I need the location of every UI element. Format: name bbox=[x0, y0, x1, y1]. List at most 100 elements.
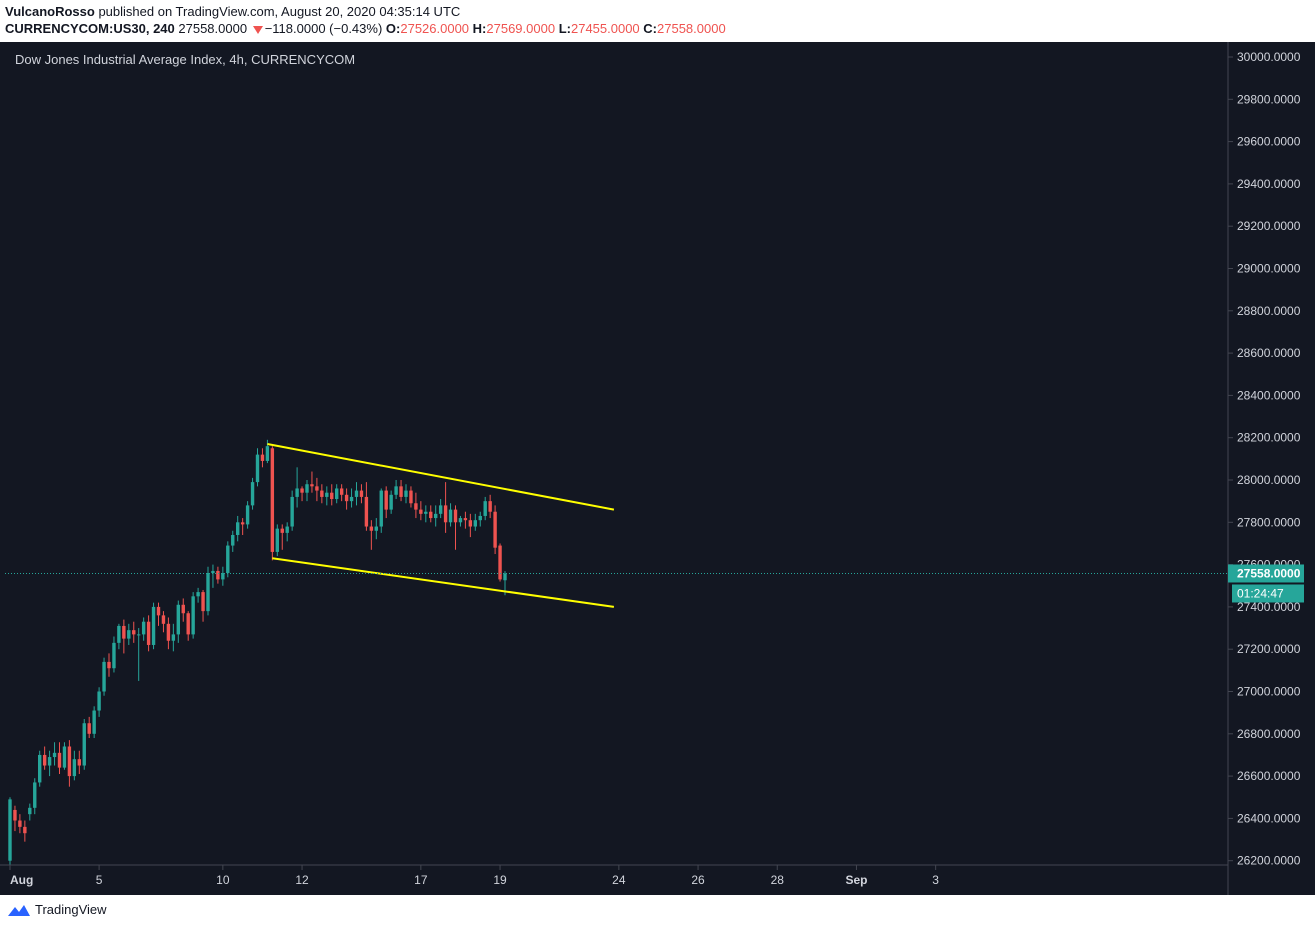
candle bbox=[443, 482, 448, 533]
candle bbox=[359, 484, 364, 504]
candle bbox=[206, 566, 210, 616]
candle bbox=[161, 611, 166, 633]
y-tick-label: 27800.0000 bbox=[1237, 515, 1301, 529]
x-tick-label: 28 bbox=[771, 873, 785, 887]
candle bbox=[186, 611, 190, 641]
open-value: 27526.0000 bbox=[400, 21, 470, 36]
y-tick-label: 29200.0000 bbox=[1237, 219, 1301, 233]
candle bbox=[137, 628, 141, 681]
candle bbox=[156, 602, 161, 626]
candle bbox=[493, 505, 497, 555]
candle bbox=[236, 515, 240, 542]
channel-layer bbox=[267, 443, 615, 608]
y-tick-label: 29600.0000 bbox=[1237, 135, 1301, 149]
candle bbox=[424, 505, 428, 523]
candle bbox=[399, 480, 403, 502]
candle bbox=[181, 598, 185, 622]
candle bbox=[483, 496, 487, 521]
candle bbox=[335, 484, 339, 504]
candle bbox=[67, 740, 72, 787]
channel-line[interactable] bbox=[272, 557, 615, 608]
candle bbox=[176, 600, 180, 643]
candle bbox=[260, 448, 265, 468]
candle bbox=[310, 471, 314, 493]
candle bbox=[448, 503, 453, 527]
candle bbox=[305, 480, 309, 502]
x-tick-label: Aug bbox=[10, 873, 33, 887]
candle bbox=[146, 615, 151, 652]
publish-text: published on TradingView.com, August 20,… bbox=[94, 4, 461, 19]
symbol-label: CURRENCYCOM:US30, 240 bbox=[5, 21, 175, 36]
x-tick-label: 24 bbox=[612, 873, 626, 887]
candle bbox=[468, 513, 473, 538]
x-tick-label: Sep bbox=[845, 873, 867, 887]
last-price-badge: 27558.0000 bbox=[1228, 564, 1304, 583]
candle bbox=[57, 742, 62, 774]
candle bbox=[419, 501, 423, 521]
footer-brand-label: TradingView bbox=[35, 902, 107, 917]
price-chart[interactable]: 30000.0000 29800.0000 29600.0000 29400.0000… bbox=[0, 42, 1315, 895]
candle bbox=[270, 446, 275, 561]
candle bbox=[38, 750, 42, 787]
candle bbox=[330, 484, 334, 506]
candle bbox=[72, 750, 77, 781]
y-tick-label: 27000.0000 bbox=[1237, 685, 1301, 699]
candle bbox=[414, 492, 418, 519]
candle bbox=[379, 488, 383, 533]
low-label: L: bbox=[558, 21, 571, 36]
candle bbox=[434, 505, 438, 527]
candle bbox=[226, 541, 230, 578]
candle bbox=[47, 750, 52, 777]
y-tick-label: 28600.0000 bbox=[1237, 346, 1301, 360]
candle bbox=[231, 530, 235, 552]
time-axis: Aug 5 10 12 17 19 24 26 28 Sep 3 bbox=[9, 865, 939, 887]
candle bbox=[107, 653, 111, 677]
candle bbox=[122, 619, 126, 654]
candle bbox=[369, 520, 374, 550]
candle bbox=[62, 742, 67, 770]
candle bbox=[473, 513, 477, 531]
candle bbox=[240, 518, 245, 535]
down-arrow-icon bbox=[252, 25, 263, 34]
candle bbox=[112, 636, 116, 673]
footer-brand[interactable]: TradingView bbox=[7, 902, 107, 917]
candle bbox=[171, 623, 176, 652]
candle bbox=[117, 623, 121, 650]
y-tick-label: 26400.0000 bbox=[1237, 811, 1301, 825]
candle bbox=[196, 587, 200, 603]
candle bbox=[77, 750, 81, 774]
candle bbox=[344, 488, 349, 510]
candle bbox=[8, 797, 12, 865]
price-axis: 30000.0000 29800.0000 29600.0000 29400.0000… bbox=[1228, 50, 1301, 868]
candle bbox=[216, 566, 220, 584]
publish-info: VulcanoRosso published on TradingView.co… bbox=[5, 4, 460, 19]
author-name[interactable]: VulcanoRosso bbox=[5, 4, 95, 19]
tradingview-logo-icon bbox=[8, 904, 30, 916]
candle bbox=[265, 439, 270, 464]
candle bbox=[127, 623, 131, 645]
candle bbox=[463, 511, 468, 529]
channel-line[interactable] bbox=[267, 443, 615, 511]
candle bbox=[52, 742, 57, 766]
x-tick-label: 12 bbox=[295, 873, 309, 887]
candle bbox=[221, 566, 225, 586]
candle bbox=[33, 778, 37, 815]
candle bbox=[87, 716, 91, 739]
candles-layer bbox=[8, 439, 507, 865]
y-tick-label: 29400.0000 bbox=[1237, 177, 1301, 191]
close-label: C: bbox=[643, 21, 658, 36]
candle bbox=[389, 490, 393, 514]
candle bbox=[245, 501, 250, 529]
y-tick-label: 30000.0000 bbox=[1237, 50, 1301, 64]
candle bbox=[290, 490, 294, 531]
candle bbox=[354, 482, 359, 506]
candle bbox=[478, 511, 482, 527]
change-value: −118.0000 (−0.43%) bbox=[264, 21, 383, 36]
y-tick-label: 29000.0000 bbox=[1237, 262, 1301, 276]
candle bbox=[404, 484, 408, 504]
candle bbox=[275, 524, 279, 557]
candle bbox=[339, 484, 344, 502]
candle bbox=[191, 592, 195, 639]
candle bbox=[458, 515, 463, 527]
candle bbox=[300, 486, 304, 502]
